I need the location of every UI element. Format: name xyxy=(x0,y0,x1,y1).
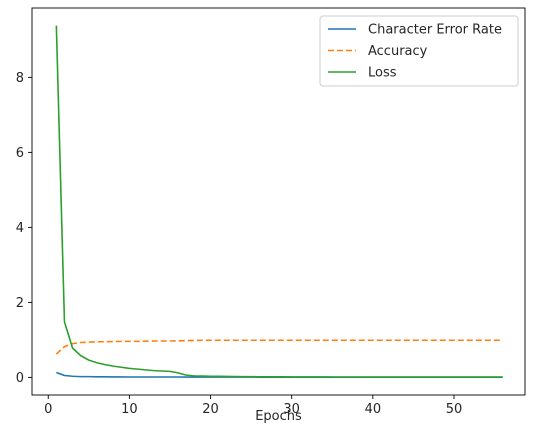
legend-label: Loss xyxy=(368,66,397,81)
x-tick-label: 40 xyxy=(365,402,382,417)
legend: Character Error Rate Accuracy Loss xyxy=(319,15,519,87)
y-tick-label: 2 xyxy=(16,296,24,311)
x-tick-label: 0 xyxy=(44,402,52,417)
legend-box xyxy=(319,15,519,87)
series-line-3 xyxy=(55,25,503,378)
legend-label: Accuracy xyxy=(368,44,428,59)
x-tick-label: 30 xyxy=(283,402,300,417)
legend-label: Character Error Rate xyxy=(368,23,502,38)
plot-lines xyxy=(55,25,503,378)
x-tick-label: 50 xyxy=(446,402,463,417)
series-line-2 xyxy=(55,339,503,355)
y-axis-ticks: 0 2 4 6 8 xyxy=(16,71,32,386)
x-axis-ticks: 0 10 20 30 40 50 xyxy=(44,395,462,417)
y-tick-label: 0 xyxy=(16,371,24,386)
y-tick-label: 6 xyxy=(16,146,24,161)
x-axis-label: Epochs xyxy=(255,409,302,424)
x-tick-label: 10 xyxy=(121,402,138,417)
x-tick-label: 20 xyxy=(202,402,219,417)
y-tick-label: 4 xyxy=(16,221,24,236)
plot-frame xyxy=(31,7,526,396)
y-tick-label: 8 xyxy=(16,71,24,86)
